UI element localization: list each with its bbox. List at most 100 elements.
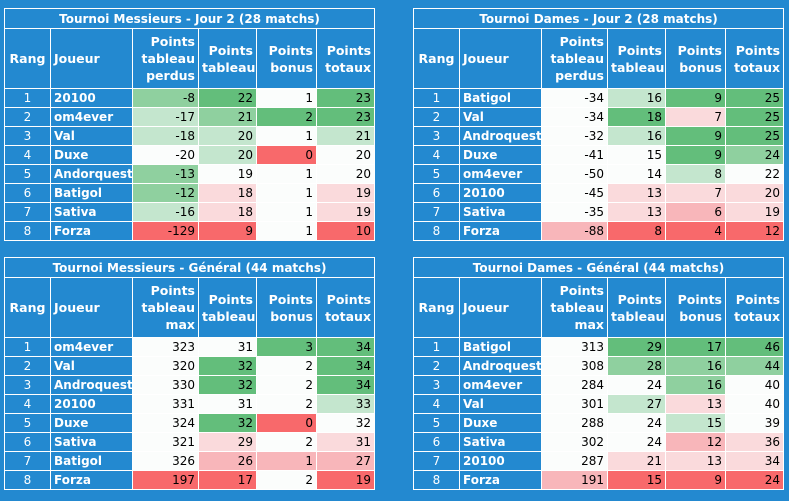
header-col3: Points bonus [665, 277, 726, 338]
rank-cell: 7 [413, 451, 460, 471]
table-row: 3 Androquest 330 32 2 34 [4, 375, 376, 395]
table-row: 7 Sativa -35 13 6 19 [413, 202, 785, 222]
table-row: 5 Andorquest -13 19 1 20 [4, 164, 376, 184]
value-col4-cell: 25 [724, 107, 785, 127]
value-col2-cell: 29 [198, 432, 257, 452]
value-col1-cell: -20 [132, 145, 199, 165]
value-col1-cell: -35 [541, 202, 608, 222]
value-col4-cell: 36 [724, 432, 785, 452]
table-row: 8 Forza 197 17 2 19 [4, 470, 376, 490]
table-row: 4 Val 301 27 13 40 [413, 394, 785, 414]
value-col1-cell: -32 [541, 126, 608, 146]
table-title: Tournoi Dames - Jour 2 (28 matchs) [412, 8, 785, 29]
player-cell: Sativa [459, 202, 542, 222]
value-col2-cell: 14 [607, 164, 666, 184]
value-col4-cell: 44 [724, 356, 785, 376]
player-cell: om4ever [459, 375, 542, 395]
value-col4-cell: 39 [724, 413, 785, 433]
value-col3-cell: 17 [665, 337, 726, 357]
table-row: 6 Sativa 302 24 12 36 [413, 432, 785, 452]
table-title: Tournoi Dames - Général (44 matchs) [412, 257, 785, 278]
header-col1: Points tableau perdus [132, 28, 199, 89]
value-col1-cell: 284 [541, 375, 608, 395]
value-col1-cell: -34 [541, 107, 608, 127]
header-col2: Points tableau [607, 277, 666, 338]
header-rank: Rang [4, 28, 51, 89]
value-col1-cell: -16 [132, 202, 199, 222]
table-row: 8 Forza -129 9 1 10 [4, 221, 376, 241]
value-col4-cell: 21 [315, 126, 376, 146]
value-col3-cell: 2 [256, 107, 317, 127]
rank-cell: 4 [4, 145, 51, 165]
value-col3-cell: 1 [256, 183, 317, 203]
value-col2-cell: 24 [607, 432, 666, 452]
value-col1-cell: 288 [541, 413, 608, 433]
rank-cell: 6 [413, 183, 460, 203]
ranking-table-men-day2: Tournoi Messieurs - Jour 2 (28 matchs) R… [3, 8, 376, 241]
value-col2-cell: 15 [607, 145, 666, 165]
value-col4-cell: 27 [315, 451, 376, 471]
value-col3-cell: 0 [256, 413, 317, 433]
value-col4-cell: 20 [724, 183, 785, 203]
value-col2-cell: 32 [198, 375, 257, 395]
value-col4-cell: 25 [724, 88, 785, 108]
header-player: Joueur [50, 28, 133, 89]
value-col1-cell: -8 [132, 88, 199, 108]
header-col4: Points totaux [724, 28, 785, 89]
value-col3-cell: 16 [665, 375, 726, 395]
value-col1-cell: 326 [132, 451, 199, 471]
ranking-table-men-general: Tournoi Messieurs - Général (44 matchs) … [3, 257, 376, 490]
value-col1-cell: 301 [541, 394, 608, 414]
table-row: 1 om4ever 323 31 3 34 [4, 337, 376, 357]
header-rank: Rang [413, 28, 460, 89]
value-col3-cell: 15 [665, 413, 726, 433]
value-col1-cell: -17 [132, 107, 199, 127]
value-col1-cell: 330 [132, 375, 199, 395]
table-row: 2 Androquest 308 28 16 44 [413, 356, 785, 376]
rank-cell: 2 [4, 107, 51, 127]
value-col3-cell: 1 [256, 202, 317, 222]
rank-cell: 7 [4, 451, 51, 471]
value-col2-cell: 13 [607, 202, 666, 222]
value-col4-cell: 20 [315, 164, 376, 184]
value-col2-cell: 13 [607, 183, 666, 203]
rank-cell: 8 [413, 221, 460, 241]
rank-cell: 7 [413, 202, 460, 222]
value-col1-cell: 191 [541, 470, 608, 490]
header-col2: Points tableau [198, 28, 257, 89]
value-col4-cell: 23 [315, 107, 376, 127]
value-col2-cell: 29 [607, 337, 666, 357]
value-col1-cell: -12 [132, 183, 199, 203]
value-col2-cell: 15 [607, 470, 666, 490]
ranking-table-women-day2: Tournoi Dames - Jour 2 (28 matchs) Rang … [412, 8, 785, 241]
value-col4-cell: 31 [315, 432, 376, 452]
rank-cell: 5 [413, 413, 460, 433]
table-row: 7 20100 287 21 13 34 [413, 451, 785, 471]
header-player: Joueur [459, 28, 542, 89]
value-col1-cell: -45 [541, 183, 608, 203]
value-col3-cell: 4 [665, 221, 726, 241]
table-row: 2 Val -34 18 7 25 [413, 107, 785, 127]
value-col1-cell: 302 [541, 432, 608, 452]
value-col1-cell: 323 [132, 337, 199, 357]
value-col4-cell: 19 [315, 183, 376, 203]
value-col4-cell: 25 [724, 126, 785, 146]
value-col4-cell: 19 [724, 202, 785, 222]
value-col1-cell: 320 [132, 356, 199, 376]
table-row: 4 20100 331 31 2 33 [4, 394, 376, 414]
value-col3-cell: 9 [665, 470, 726, 490]
rank-cell: 2 [413, 107, 460, 127]
table-body: 1 Batigol 313 29 17 46 2 Androquest 308 28 16 44 3 om… [413, 337, 785, 490]
rank-cell: 3 [4, 375, 51, 395]
table-row: 1 20100 -8 22 1 23 [4, 88, 376, 108]
value-col1-cell: 324 [132, 413, 199, 433]
header-col2: Points tableau [198, 277, 257, 338]
rank-cell: 4 [4, 394, 51, 414]
header-col1: Points tableau max [132, 277, 199, 338]
value-col3-cell: 2 [256, 470, 317, 490]
header-col1: Points tableau max [541, 277, 608, 338]
player-cell: Andorquest [50, 164, 133, 184]
value-col2-cell: 27 [607, 394, 666, 414]
value-col1-cell: -34 [541, 88, 608, 108]
value-col1-cell: 308 [541, 356, 608, 376]
